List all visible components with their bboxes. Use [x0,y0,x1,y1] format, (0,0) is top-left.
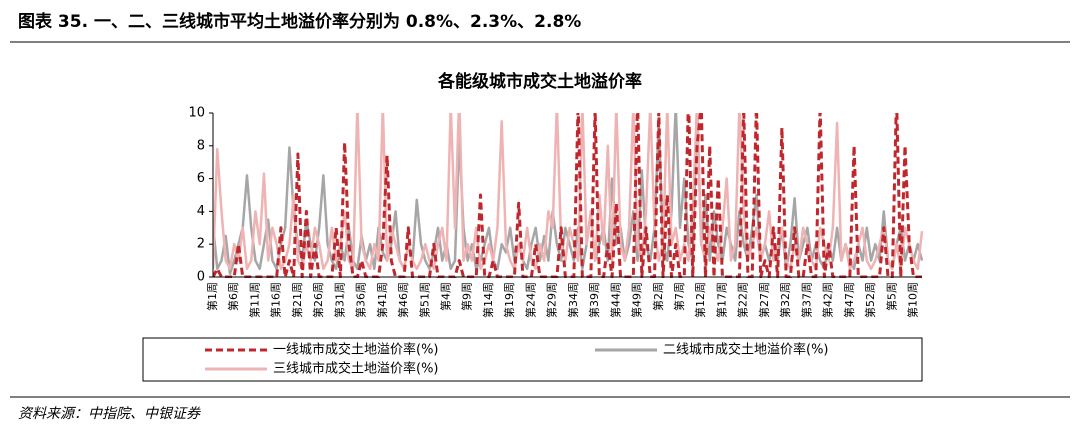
y-tick-label: 2 [197,237,205,252]
source: 资料来源：中指院、中银证券 [18,406,201,422]
y-tick-label: 0 [197,270,205,285]
x-tick-label: 第24周 [523,282,537,318]
x-tick-label: 第47周 [842,282,856,318]
x-tick-label: 第34周 [566,282,580,318]
x-tick-label: 第9周 [460,282,474,311]
x-tick-label: 第27周 [757,282,771,318]
legend-label: 一线城市成交土地溢价率(%) [273,342,439,358]
x-tick-label: 第7周 [672,282,686,311]
legend-label: 二线城市成交土地溢价率(%) [663,342,829,358]
x-tick-label: 第17周 [714,282,728,318]
x-tick-label: 第22周 [736,282,750,318]
x-tick-label: 第31周 [332,282,346,318]
x-tick-label: 第14周 [481,282,495,318]
x-tick-label: 第46周 [396,282,410,318]
legend-box [142,337,923,382]
x-tick-label: 第44周 [608,282,622,318]
x-tick-label: 第12周 [693,282,707,318]
x-tick-label: 第26周 [311,282,325,318]
x-tick-label: 第5周 [884,282,898,311]
x-tick-label: 第32周 [778,282,792,318]
x-tick-label: 第19周 [502,282,516,318]
chart-title: 各能级城市成交土地溢价率 [437,71,642,92]
x-tick-label: 第36周 [354,282,368,318]
y-tick-label: 10 [188,106,205,121]
x-tick-label: 第6周 [226,282,240,311]
x-tick-label: 第49周 [630,282,644,318]
x-tick-label: 第29周 [545,282,559,318]
x-tick-label: 第11周 [247,282,261,318]
legend-label: 三线城市成交土地溢价率(%) [273,361,439,377]
x-tick-label: 第39周 [587,282,601,318]
page-title: 图表 35. 一、二、三线城市平均土地溢价率分别为 0.8%、2.3%、2.8% [18,11,581,32]
y-tick-label: 8 [197,138,205,153]
x-tick-label: 第2周 [651,282,665,311]
x-tick-label: 第1周 [205,282,219,311]
x-tick-label: 第51周 [417,282,431,318]
series-line [213,113,924,271]
x-tick-label: 第52周 [863,282,877,318]
x-tick-label: 第16周 [269,282,283,318]
x-tick-label: 第41周 [375,282,389,318]
x-tick-label: 第4周 [439,282,453,311]
x-tick-label: 第37周 [799,282,813,318]
plot-area [213,113,924,278]
x-tick-label: 第42周 [821,282,835,318]
y-tick-label: 4 [197,204,205,219]
y-tick-label: 6 [197,171,205,186]
x-tick-label: 第10周 [906,282,920,318]
x-tick-label: 第21周 [290,282,304,318]
